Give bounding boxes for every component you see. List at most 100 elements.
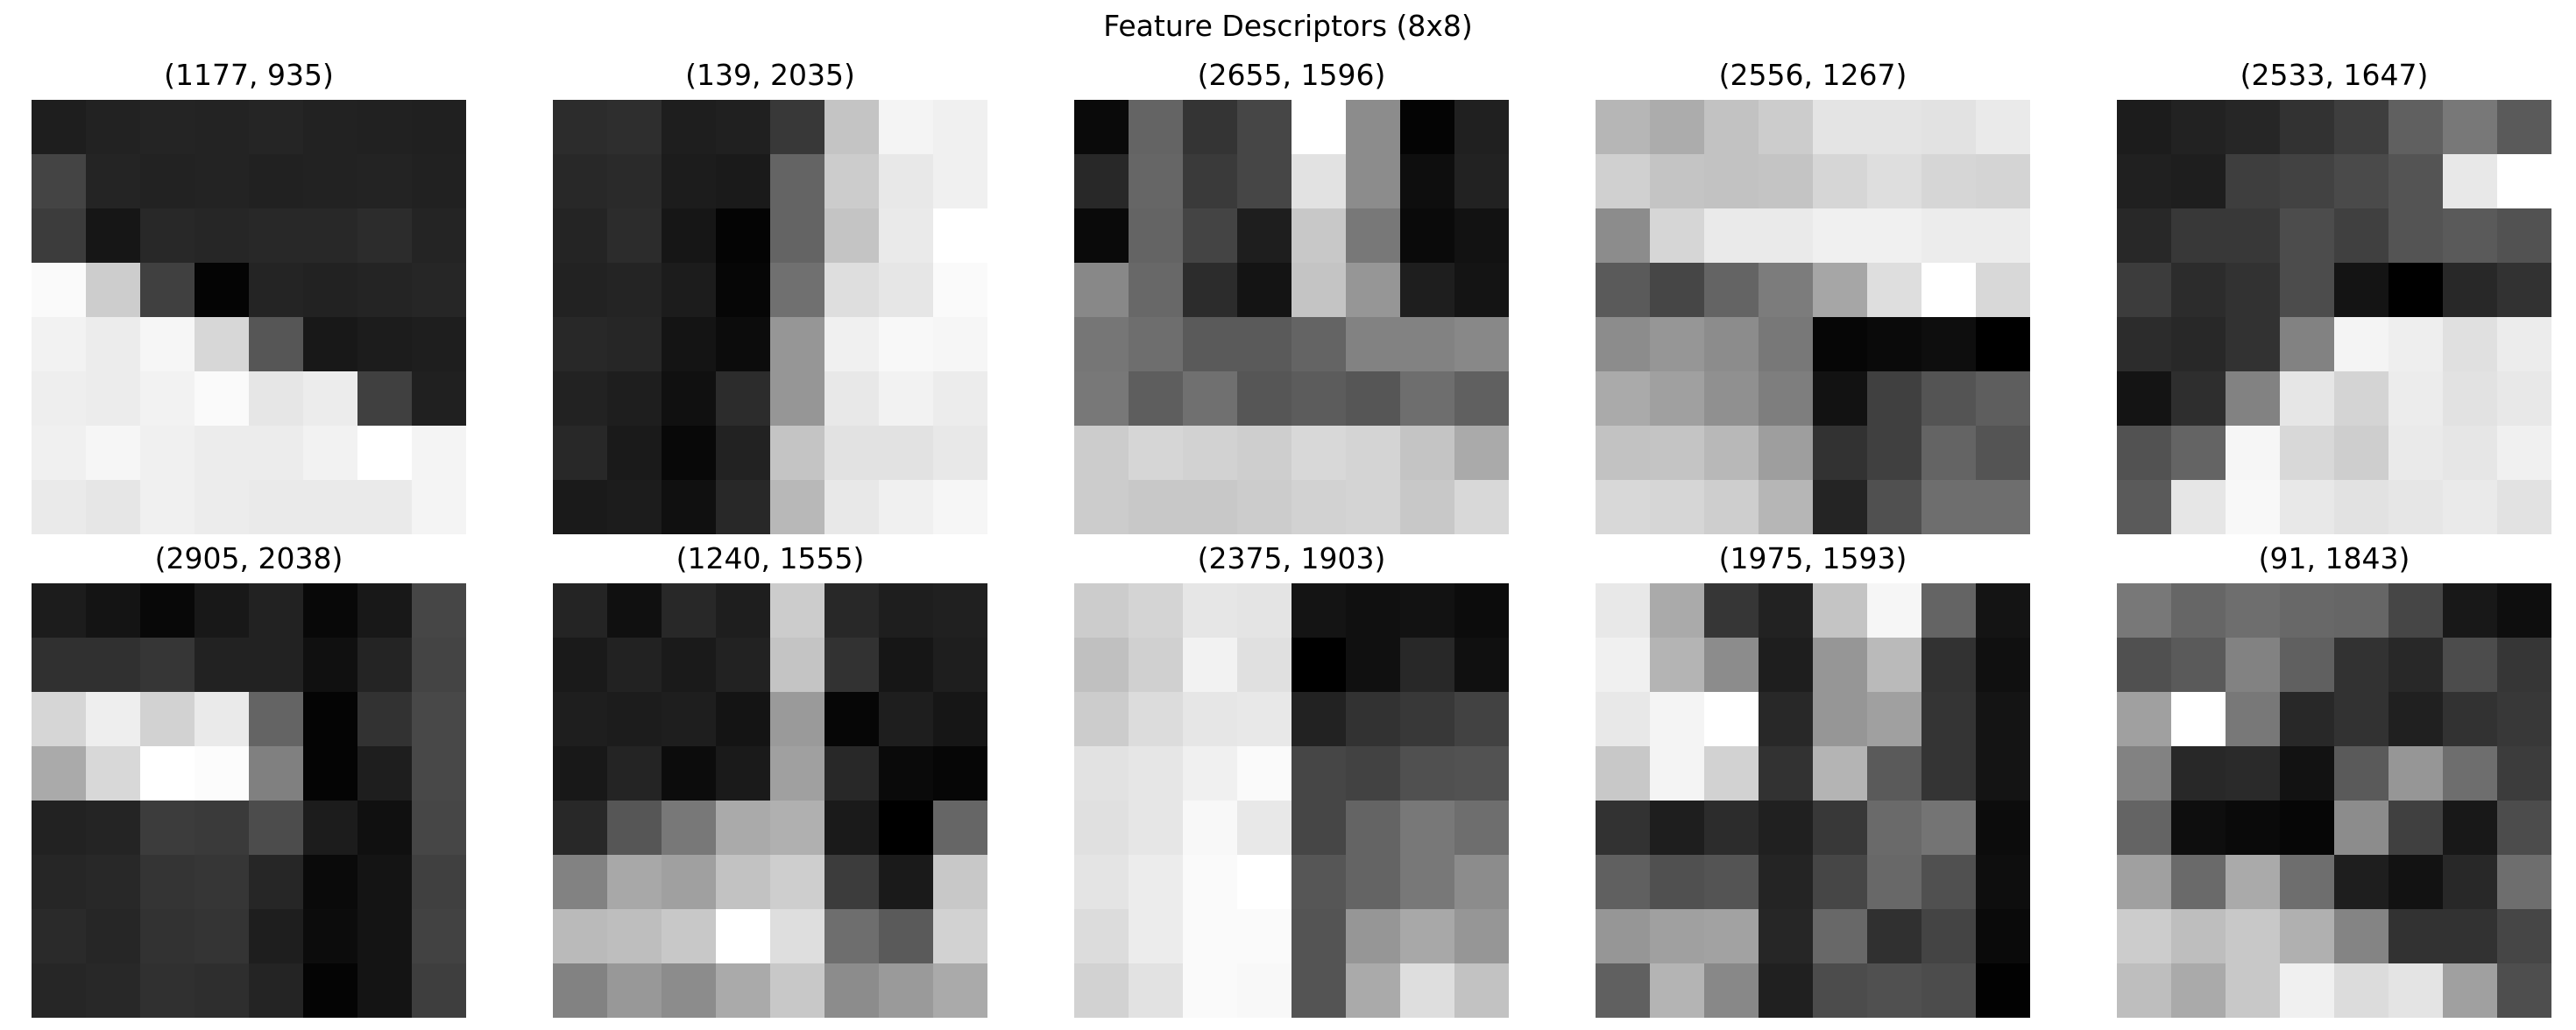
- heatmap-cell: [1650, 371, 1704, 426]
- heatmap-cell: [2388, 263, 2443, 317]
- heatmap-cell: [140, 100, 195, 154]
- heatmap-cell: [86, 426, 140, 480]
- heatmap-cell: [2334, 692, 2388, 746]
- heatmap-cell: [553, 154, 607, 208]
- heatmap-cell: [879, 746, 933, 801]
- heatmap-cell: [86, 801, 140, 855]
- heatmap-cell: [879, 100, 933, 154]
- heatmap-cell: [249, 154, 303, 208]
- heatmap-cell: [1921, 909, 1976, 963]
- heatmap-cell: [1759, 909, 1813, 963]
- heatmap-cell: [2443, 317, 2497, 371]
- heatmap-cell: [32, 746, 86, 801]
- heatmap-cell: [1704, 317, 1759, 371]
- heatmap-cell: [662, 801, 716, 855]
- heatmap-cell: [770, 480, 824, 534]
- heatmap-cell: [86, 263, 140, 317]
- heatmap-cell: [716, 909, 770, 963]
- heatmap-cell: [1596, 746, 1650, 801]
- heatmap-cell: [1400, 746, 1454, 801]
- heatmap-cell: [607, 909, 662, 963]
- heatmap-cell: [2280, 583, 2334, 638]
- heatmap-cell: [770, 317, 824, 371]
- heatmap-cell: [2334, 371, 2388, 426]
- heatmap-cell: [2171, 263, 2226, 317]
- descriptor-grid: [1074, 100, 1509, 534]
- heatmap-cell: [1292, 100, 1346, 154]
- heatmap-cell: [1129, 154, 1183, 208]
- heatmap-cell: [32, 317, 86, 371]
- heatmap-cell: [716, 426, 770, 480]
- heatmap-cell: [1400, 692, 1454, 746]
- heatmap-cell: [553, 263, 607, 317]
- heatmap-cell: [1183, 263, 1237, 317]
- heatmap-cell: [303, 317, 357, 371]
- heatmap-cell: [140, 638, 195, 692]
- heatmap-cell: [1650, 317, 1704, 371]
- heatmap-cell: [357, 963, 412, 1018]
- descriptor-grid: [553, 100, 987, 534]
- heatmap-cell: [662, 963, 716, 1018]
- heatmap-cell: [357, 801, 412, 855]
- heatmap-cell: [1237, 208, 1292, 263]
- heatmap-cell: [1759, 263, 1813, 317]
- heatmap-cell: [1183, 426, 1237, 480]
- heatmap-cell: [195, 583, 249, 638]
- heatmap-cell: [1704, 746, 1759, 801]
- heatmap-cell: [607, 801, 662, 855]
- heatmap-cell: [879, 855, 933, 909]
- heatmap-cell: [1704, 855, 1759, 909]
- heatmap-cell: [1976, 963, 2030, 1018]
- heatmap-cell: [249, 208, 303, 263]
- heatmap-cell: [2388, 855, 2443, 909]
- heatmap-cell: [195, 963, 249, 1018]
- heatmap-cell: [357, 480, 412, 534]
- heatmap-cell: [553, 100, 607, 154]
- heatmap-cell: [1346, 746, 1400, 801]
- heatmap-cell: [86, 100, 140, 154]
- heatmap-cell: [1596, 583, 1650, 638]
- heatmap-cell: [1400, 154, 1454, 208]
- heatmap-cell: [2443, 480, 2497, 534]
- heatmap-cell: [824, 154, 879, 208]
- heatmap-cell: [1183, 100, 1237, 154]
- heatmap-cell: [1596, 855, 1650, 909]
- heatmap-cell: [1976, 100, 2030, 154]
- heatmap-cell: [32, 371, 86, 426]
- heatmap-cell: [2280, 963, 2334, 1018]
- heatmap-cell: [2334, 583, 2388, 638]
- panel-title: (2533, 1647): [2240, 58, 2429, 92]
- heatmap-cell: [1921, 208, 1976, 263]
- heatmap-cell: [1704, 638, 1759, 692]
- heatmap-cell: [140, 909, 195, 963]
- heatmap-cell: [2497, 963, 2551, 1018]
- heatmap-cell: [412, 746, 466, 801]
- heatmap-cell: [2117, 208, 2171, 263]
- heatmap-cell: [2226, 371, 2280, 426]
- heatmap-cell: [933, 855, 987, 909]
- heatmap-cell: [933, 371, 987, 426]
- heatmap-cell: [770, 371, 824, 426]
- heatmap-cell: [1759, 963, 1813, 1018]
- heatmap-cell: [1292, 371, 1346, 426]
- heatmap-cell: [2117, 909, 2171, 963]
- descriptor-grid: [2117, 583, 2551, 1018]
- heatmap-cell: [1813, 100, 1867, 154]
- heatmap-cell: [140, 317, 195, 371]
- heatmap-cell: [1129, 855, 1183, 909]
- heatmap-cell: [1454, 371, 1509, 426]
- heatmap-cell: [195, 909, 249, 963]
- heatmap-cell: [1129, 963, 1183, 1018]
- heatmap-cell: [2388, 480, 2443, 534]
- heatmap-cell: [770, 208, 824, 263]
- heatmap-cell: [249, 746, 303, 801]
- heatmap-cell: [1759, 371, 1813, 426]
- heatmap-cell: [1400, 208, 1454, 263]
- heatmap-cell: [2226, 263, 2280, 317]
- heatmap-cell: [140, 801, 195, 855]
- heatmap-cell: [2226, 100, 2280, 154]
- heatmap-cell: [1074, 963, 1129, 1018]
- heatmap-cell: [1704, 801, 1759, 855]
- heatmap-cell: [607, 317, 662, 371]
- heatmap-cell: [1650, 855, 1704, 909]
